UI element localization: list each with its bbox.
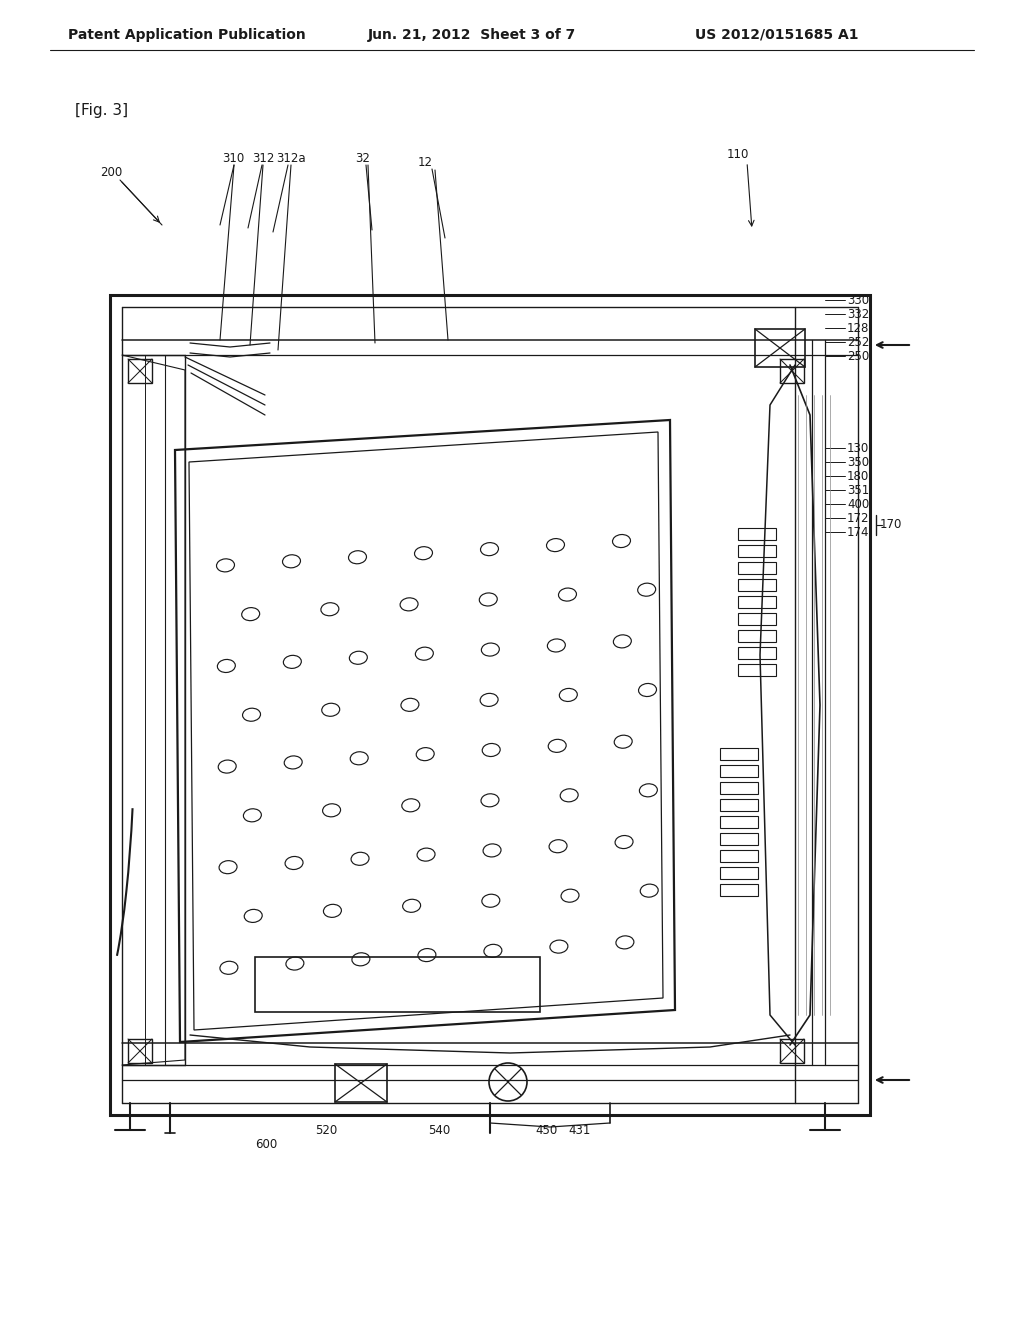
Bar xyxy=(738,612,776,624)
Bar xyxy=(738,630,776,642)
Text: 170: 170 xyxy=(880,519,902,532)
Text: 200: 200 xyxy=(100,165,122,178)
Bar xyxy=(738,647,776,659)
Text: 252: 252 xyxy=(847,335,869,348)
Text: 172: 172 xyxy=(847,511,869,524)
Bar xyxy=(720,781,758,795)
Text: 400: 400 xyxy=(847,498,869,511)
Bar xyxy=(720,884,758,896)
Text: 174: 174 xyxy=(847,525,869,539)
Text: Patent Application Publication: Patent Application Publication xyxy=(68,28,306,42)
Bar xyxy=(738,528,776,540)
Bar xyxy=(780,1039,804,1063)
Text: 110: 110 xyxy=(727,149,750,161)
Bar xyxy=(720,816,758,828)
Text: 540: 540 xyxy=(428,1123,451,1137)
Bar xyxy=(255,957,540,1012)
Bar xyxy=(720,867,758,879)
Text: 351: 351 xyxy=(847,483,869,496)
Bar xyxy=(738,579,776,591)
Bar xyxy=(738,545,776,557)
Text: 250: 250 xyxy=(847,350,869,363)
Bar xyxy=(128,359,152,383)
Bar xyxy=(780,359,804,383)
Text: 600: 600 xyxy=(255,1138,278,1151)
Text: 332: 332 xyxy=(847,308,869,321)
Text: 330: 330 xyxy=(847,293,869,306)
Text: 520: 520 xyxy=(315,1123,337,1137)
Text: 431: 431 xyxy=(568,1123,591,1137)
Text: 32: 32 xyxy=(355,152,370,165)
Text: 350: 350 xyxy=(847,455,869,469)
Bar xyxy=(720,766,758,777)
Bar xyxy=(738,664,776,676)
Text: 450: 450 xyxy=(535,1123,557,1137)
Text: 312a: 312a xyxy=(276,152,305,165)
Bar xyxy=(720,799,758,810)
Text: 180: 180 xyxy=(847,470,869,483)
Text: 130: 130 xyxy=(847,441,869,454)
Text: 12: 12 xyxy=(418,156,433,169)
Text: Jun. 21, 2012  Sheet 3 of 7: Jun. 21, 2012 Sheet 3 of 7 xyxy=(368,28,577,42)
Text: 310: 310 xyxy=(222,152,245,165)
Bar xyxy=(755,329,805,367)
Text: 128: 128 xyxy=(847,322,869,334)
Bar xyxy=(720,850,758,862)
Text: US 2012/0151685 A1: US 2012/0151685 A1 xyxy=(695,28,858,42)
Bar xyxy=(738,597,776,609)
Bar xyxy=(720,833,758,845)
Bar xyxy=(128,1039,152,1063)
Bar xyxy=(720,748,758,760)
Bar xyxy=(335,1064,387,1102)
Text: 312: 312 xyxy=(252,152,274,165)
Bar xyxy=(738,562,776,574)
Bar xyxy=(110,294,870,1115)
Text: [Fig. 3]: [Fig. 3] xyxy=(75,103,128,117)
